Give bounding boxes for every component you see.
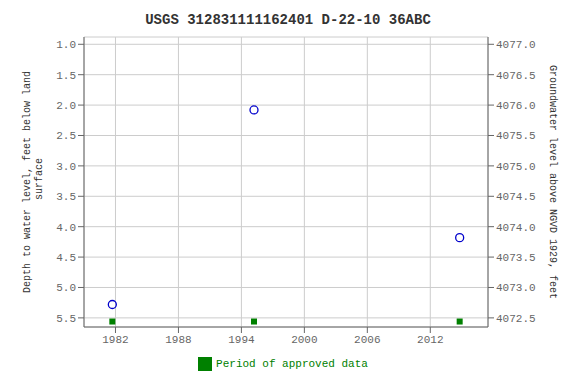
- svg-text:4.0: 4.0: [56, 222, 76, 234]
- svg-text:5.5: 5.5: [56, 313, 76, 325]
- svg-text:2012: 2012: [417, 334, 443, 346]
- svg-text:1988: 1988: [165, 334, 191, 346]
- svg-text:4072.5: 4072.5: [496, 313, 536, 325]
- svg-text:4074.0: 4074.0: [496, 222, 536, 234]
- svg-text:3.0: 3.0: [56, 161, 76, 173]
- svg-text:4076.0: 4076.0: [496, 100, 536, 112]
- svg-text:1.0: 1.0: [56, 39, 76, 51]
- svg-text:Groundwater level above NGVD 1: Groundwater level above NGVD 1929, feet: [547, 65, 558, 299]
- svg-text:4073.0: 4073.0: [496, 282, 536, 294]
- svg-text:1.5: 1.5: [56, 70, 76, 82]
- html-text:USGS 312831111162401 D-22-10 3: USGS 312831111162401 D-22-10 36ABC: [145, 12, 431, 28]
- svg-text:4073.5: 4073.5: [496, 252, 536, 264]
- svg-text:4.5: 4.5: [56, 252, 76, 264]
- svg-text:4076.5: 4076.5: [496, 70, 536, 82]
- svg-text:1982: 1982: [102, 334, 128, 346]
- svg-text:2000: 2000: [291, 334, 317, 346]
- svg-text:1994: 1994: [228, 334, 255, 346]
- svg-text:4075.5: 4075.5: [496, 130, 536, 142]
- svg-text:2.5: 2.5: [56, 130, 76, 142]
- svg-text:4077.0: 4077.0: [496, 39, 536, 51]
- svg-text:2.0: 2.0: [56, 100, 76, 112]
- html-text:Period of approved data: Period of approved data: [216, 357, 368, 370]
- svg-text:3.5: 3.5: [56, 191, 76, 203]
- svg-text:5.0: 5.0: [56, 282, 76, 294]
- svg-text:4075.0: 4075.0: [496, 161, 536, 173]
- svg-text:4074.5: 4074.5: [496, 191, 536, 203]
- svg-text:Depth to water level, feet bel: Depth to water level, feet below land su…: [22, 71, 45, 293]
- svg-text:2006: 2006: [354, 334, 380, 346]
